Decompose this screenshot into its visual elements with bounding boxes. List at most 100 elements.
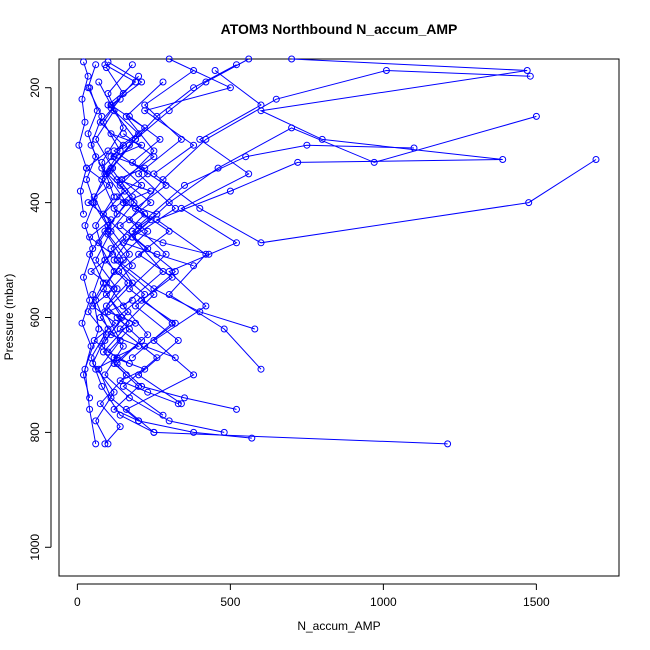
x-tick-label: 0 — [74, 595, 81, 609]
data-point — [532, 112, 540, 120]
data-point — [98, 382, 106, 390]
series-10 — [110, 141, 418, 419]
data-point — [251, 325, 259, 333]
series-line — [128, 69, 531, 359]
data-point — [104, 147, 112, 155]
data-point — [171, 204, 179, 212]
data-point — [242, 153, 250, 161]
series-line — [106, 299, 179, 405]
data-point — [101, 440, 109, 448]
data-point — [89, 302, 97, 310]
series-line — [85, 150, 119, 370]
data-point — [138, 141, 146, 149]
data-point — [153, 250, 161, 258]
series-24 — [104, 296, 182, 408]
data-point — [196, 308, 204, 316]
data-point — [165, 55, 173, 63]
data-point — [205, 250, 213, 258]
data-point — [83, 164, 90, 172]
data-point — [150, 337, 158, 344]
series-2 — [153, 55, 531, 373]
data-point — [144, 388, 152, 396]
data-point — [89, 360, 97, 367]
data-point — [122, 199, 130, 207]
data-point — [80, 210, 87, 218]
data-point — [128, 262, 136, 270]
data-point — [107, 130, 115, 138]
data-point — [202, 302, 210, 310]
data-point — [499, 156, 507, 163]
y-tick-label: 800 — [28, 422, 42, 442]
data-point — [196, 204, 204, 212]
data-point — [159, 268, 167, 275]
x-tick-label: 500 — [220, 595, 240, 609]
data-point — [141, 124, 149, 132]
data-point — [159, 176, 167, 184]
series-9 — [96, 72, 143, 448]
data-point — [382, 67, 390, 74]
data-point — [125, 216, 133, 224]
data-point — [132, 319, 139, 327]
data-point — [116, 377, 124, 385]
data-point — [95, 78, 103, 86]
data-point — [93, 107, 101, 115]
data-point — [181, 181, 188, 189]
data-point — [144, 245, 152, 253]
data-point — [125, 141, 133, 149]
series-line — [129, 116, 177, 359]
data-point — [92, 365, 100, 373]
data-point — [526, 72, 534, 80]
data-point — [165, 227, 173, 235]
data-point — [116, 222, 124, 230]
data-point — [116, 337, 124, 344]
data-point — [80, 58, 87, 66]
chart-title: ATOM3 Northbound N_accum_AMP — [221, 21, 458, 37]
data-point — [135, 382, 143, 390]
data-point — [245, 170, 253, 178]
data-point — [144, 331, 152, 339]
data-point — [116, 95, 124, 103]
data-point — [101, 371, 109, 379]
data-point — [87, 268, 95, 275]
data-point — [159, 239, 167, 247]
series-line — [155, 58, 528, 370]
data-point — [89, 245, 97, 253]
data-point — [83, 176, 90, 184]
data-point — [110, 405, 118, 413]
data-point — [303, 141, 311, 149]
data-point — [86, 405, 94, 413]
data-point — [128, 193, 136, 201]
data-point — [147, 199, 155, 207]
series-line — [104, 58, 249, 341]
data-point — [171, 268, 179, 275]
data-point — [226, 84, 234, 92]
data-point — [135, 342, 143, 350]
data-point — [257, 365, 265, 373]
series-11 — [128, 112, 540, 408]
series-line — [143, 58, 597, 244]
data-point — [122, 112, 130, 120]
data-point — [122, 233, 130, 241]
data-point — [101, 227, 109, 235]
data-point — [122, 405, 130, 413]
x-tick-label: 1500 — [523, 595, 550, 609]
data-point — [128, 61, 136, 69]
data-point — [92, 153, 100, 161]
data-point — [96, 400, 104, 408]
series-line — [101, 64, 237, 347]
series-23 — [98, 61, 240, 350]
data-point — [174, 337, 182, 344]
data-point — [98, 342, 106, 350]
series-18 — [125, 112, 179, 362]
series-21 — [83, 147, 121, 373]
series-1 — [122, 67, 452, 448]
data-point — [190, 262, 198, 270]
data-point — [102, 279, 110, 287]
series-line — [104, 64, 255, 330]
data-point — [147, 187, 155, 195]
data-point — [104, 348, 112, 356]
data-point — [190, 67, 198, 74]
data-point — [226, 187, 234, 195]
data-point — [220, 325, 228, 333]
